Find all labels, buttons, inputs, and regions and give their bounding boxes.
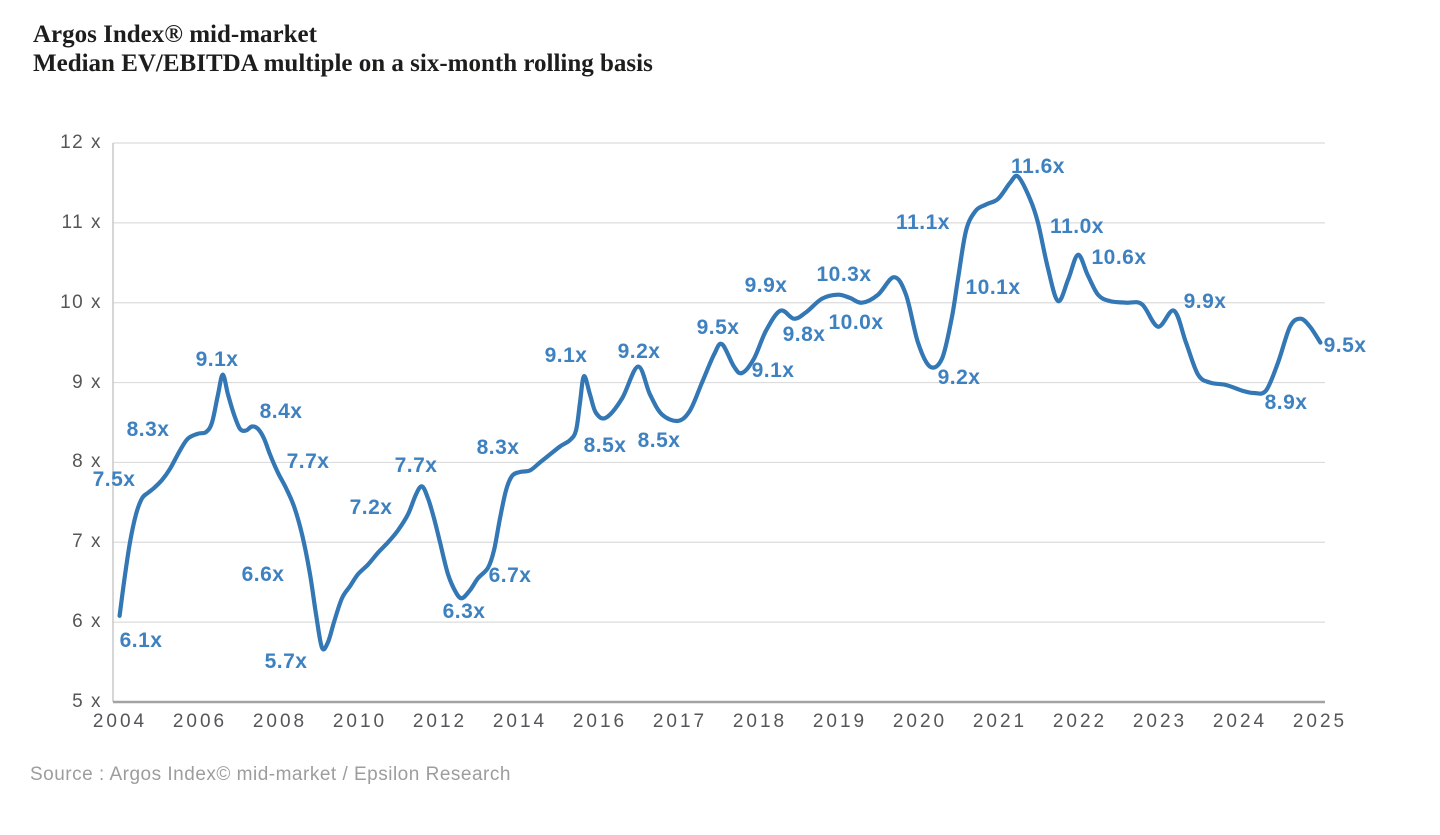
y-tick-label: 10 x [60,291,102,313]
source-caption: Source : Argos Index© mid-market / Epsil… [30,764,511,785]
data-label: 7.2x [349,496,393,519]
chart-title-line2: Median EV/EBITDA multiple on a six-month… [33,50,653,77]
data-label: 7.5x [92,468,136,491]
data-label: 6.6x [241,563,285,586]
x-tick-label: 2019 [812,711,868,732]
x-tick-label: 2024 [1212,711,1268,732]
data-label: 11.1x [896,211,950,234]
x-tick-label: 2023 [1132,711,1188,732]
data-label: 9.1x [544,344,588,367]
data-label: 7.7x [286,450,330,473]
data-label: 9.8x [782,323,826,346]
x-tick-label: 2004 [92,711,148,732]
data-label: 6.3x [442,600,486,623]
y-tick-label: 5 x [72,690,102,712]
data-label: 9.5x [696,316,740,339]
x-tick-label: 2014 [492,711,548,732]
gridlines [113,142,1325,623]
data-label: 8.5x [637,429,681,452]
data-label: 11.6x [1011,155,1065,178]
x-tick-label: 2012 [412,711,468,732]
x-tick-label: 2022 [1052,711,1108,732]
data-label: 10.0x [828,311,884,334]
x-tick-label: 2021 [972,711,1028,732]
data-label: 9.1x [195,348,239,371]
axes [112,143,1325,704]
data-label: 8.9x [1264,391,1308,414]
data-label: 11.0x [1050,215,1104,238]
data-label: 9.1x [751,359,795,382]
y-tick-label: 6 x [72,611,102,633]
data-label: 8.3x [126,418,170,441]
x-tick-label: 2016 [572,711,628,732]
x-tick-label: 2006 [172,711,228,732]
x-tick-label: 2008 [252,711,308,732]
x-tick-label: 2018 [732,711,788,732]
data-label: 5.7x [264,650,308,673]
data-label: 9.5x [1323,334,1367,357]
data-label: 6.7x [488,564,532,587]
data-label: 8.5x [583,434,627,457]
data-label: 10.3x [816,263,872,286]
y-tick-label: 7 x [72,531,102,553]
x-tick-label: 2020 [892,711,948,732]
series-line-layer [117,173,1323,652]
data-label: 7.7x [394,454,438,477]
data-label: 9.2x [937,366,981,389]
data-label: 8.3x [476,436,520,459]
x-tick-label: 2010 [332,711,388,732]
data-label: 9.9x [744,274,788,297]
x-tick-label: 2017 [652,711,708,732]
y-tick-label: 8 x [72,451,102,473]
chart-title: Argos Index® mid-market Median EV/EBITDA… [33,20,653,78]
y-tick-label: 12 x [60,132,102,153]
y-tick-label: 11 x [61,211,102,233]
data-label: 8.4x [259,400,303,423]
series-line [117,173,1323,652]
data-label: 9.2x [617,340,661,363]
x-tick-label: 2025 [1292,711,1348,732]
y-tick-label: 9 x [72,371,102,393]
data-label: 10.6x [1091,246,1147,269]
data-label: 10.1x [965,276,1021,299]
data-label: 6.1x [119,629,163,652]
chart-title-line1: Argos Index® mid-market [33,21,317,48]
data-label: 9.9x [1183,290,1227,313]
